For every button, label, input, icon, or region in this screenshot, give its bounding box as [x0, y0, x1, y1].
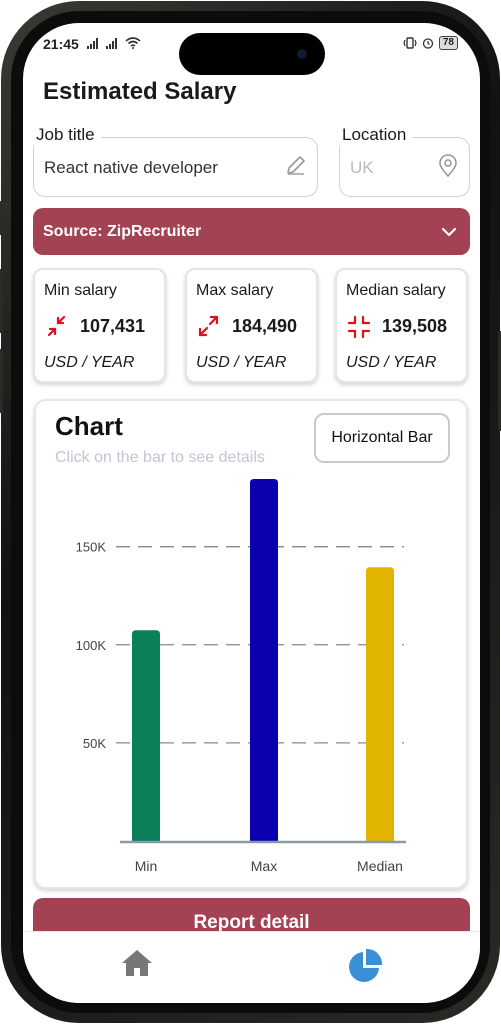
stat-value: 184,490: [232, 316, 298, 336]
bar-min[interactable]: [132, 630, 160, 841]
y-tick-label: 100K: [76, 638, 107, 653]
max-salary-card[interactable]: Max salary 184,490 USD / YEAR: [185, 268, 318, 383]
app-screen: 21:45: [23, 23, 480, 1003]
min-salary-card[interactable]: Min salary 107,431 USD / YEAR: [33, 268, 166, 383]
chart-title: Chart: [55, 411, 123, 441]
y-tick-label: 50K: [83, 736, 106, 751]
stat-unit: USD / YEAR: [346, 354, 437, 371]
status-time: 21:45: [43, 36, 79, 52]
x-tick-label: Median: [357, 858, 403, 874]
battery-indicator: 78: [438, 36, 458, 50]
y-tick-label: 150K: [76, 540, 107, 555]
x-tick-label: Max: [251, 858, 277, 874]
location-pin-icon: [439, 154, 457, 178]
pie-chart-icon[interactable]: [347, 948, 383, 984]
stat-unit: USD / YEAR: [196, 354, 287, 371]
dynamic-island: [179, 33, 325, 75]
stat-label: Max salary: [196, 282, 274, 299]
alarm-icon: [422, 38, 434, 49]
salary-bar-chart: 50K 100K 150K Min Max Median: [76, 479, 406, 874]
location-field[interactable]: Location UK: [339, 125, 470, 197]
job-title-value: React native developer: [44, 158, 218, 177]
arrows-out-icon: [198, 315, 219, 337]
chart-card: Chart Click on the bar to see details Ho…: [34, 399, 468, 889]
bar-max[interactable]: [250, 479, 278, 841]
source-dropdown[interactable]: Source: ZipRecruiter: [33, 208, 470, 255]
signal-icon: [87, 38, 98, 49]
source-label: Source: ZipRecruiter: [43, 223, 202, 240]
arrows-center-icon: [347, 315, 371, 339]
vibrate-icon: [403, 37, 417, 49]
bottom-tab-bar: [23, 931, 480, 1003]
chart-hint: Click on the bar to see details: [55, 449, 265, 466]
stat-label: Min salary: [44, 282, 117, 299]
phone-power-button: [498, 331, 501, 431]
bar-median[interactable]: [366, 567, 394, 841]
wifi-icon: [125, 37, 141, 49]
stat-value: 139,508: [382, 316, 448, 336]
stat-unit: USD / YEAR: [44, 354, 135, 371]
stat-value: 107,431: [80, 316, 146, 336]
home-icon[interactable]: [120, 948, 154, 978]
location-placeholder: UK: [350, 158, 374, 177]
x-tick-label: Min: [135, 858, 158, 874]
median-salary-card[interactable]: Median salary 139,508 USD / YEAR: [335, 268, 468, 383]
page-title: Estimated Salary: [43, 78, 237, 105]
job-title-field[interactable]: Job title React native developer: [33, 125, 318, 197]
job-title-label: Job title: [34, 125, 101, 145]
stat-label: Median salary: [346, 282, 446, 299]
pencil-icon: [287, 156, 305, 175]
signal-indicators: [87, 37, 141, 49]
phone-side-button: [0, 201, 3, 235]
phone-volume-down: [0, 349, 3, 413]
chevron-down-icon: [441, 227, 457, 237]
camera-icon: [297, 49, 307, 59]
status-bar: 21:45: [23, 23, 480, 75]
arrows-in-icon: [47, 315, 66, 337]
chart-type-button[interactable]: Horizontal Bar: [314, 413, 450, 463]
phone-volume-up: [0, 269, 3, 333]
signal-icon-2: [106, 38, 117, 49]
location-label: Location: [340, 125, 413, 145]
status-right: 78: [403, 36, 458, 50]
